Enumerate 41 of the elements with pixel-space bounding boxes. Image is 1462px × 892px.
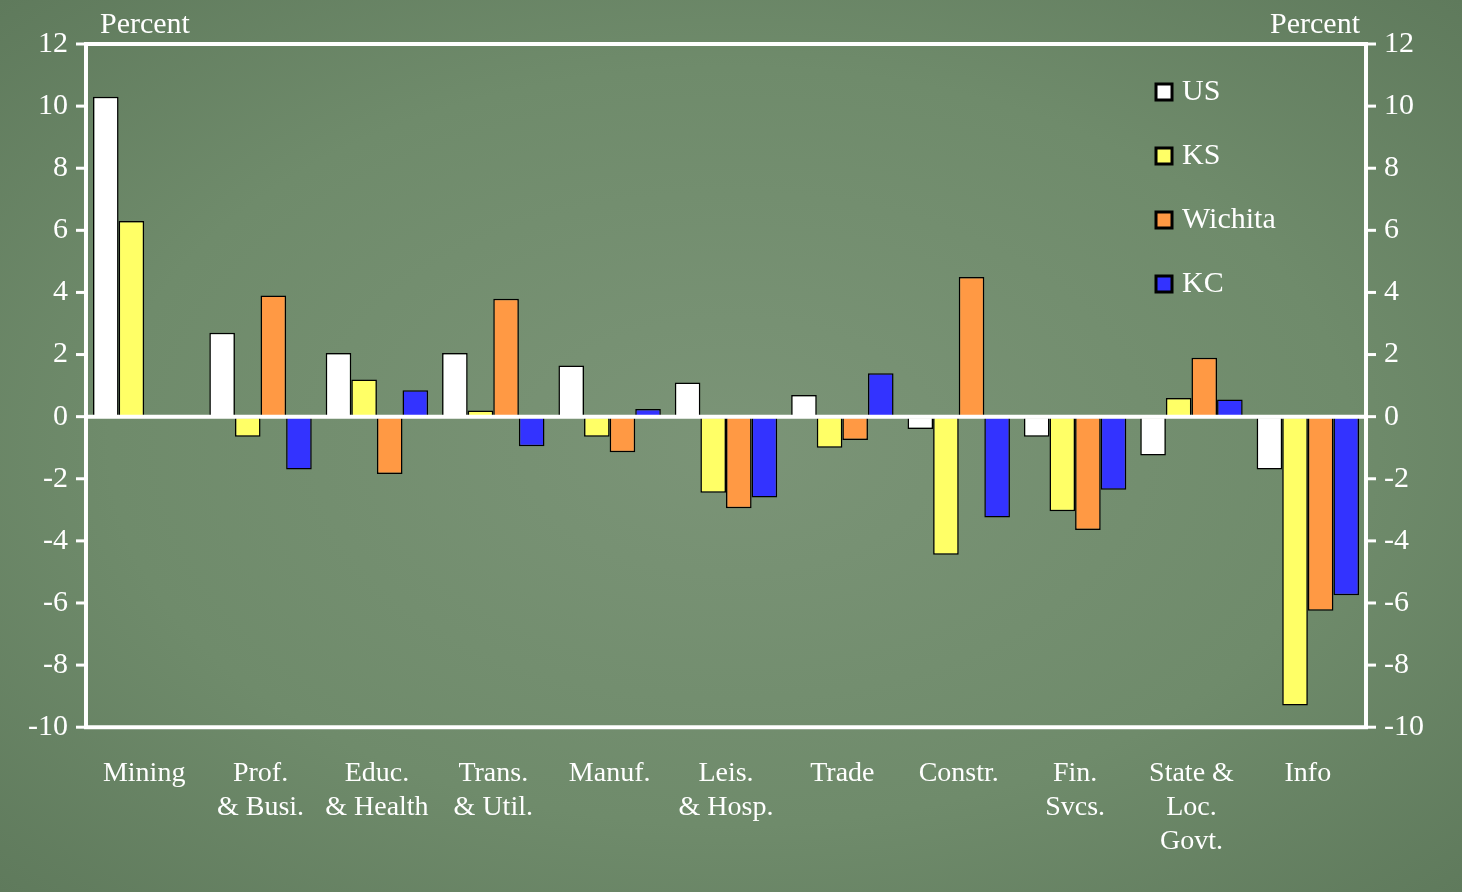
y2-tick-label: 8	[1384, 149, 1400, 183]
y-tick-label: -4	[42, 521, 68, 555]
y-tick-label: 4	[52, 273, 68, 307]
y2-tick-label: 10	[1384, 86, 1415, 120]
y-tick-label: -2	[42, 459, 68, 493]
x-tick-label: Leis. & Hosp.	[678, 756, 774, 821]
x-tick-label: Manuf.	[568, 756, 651, 788]
y2-tick-label: 6	[1384, 211, 1400, 245]
y2-tick-label: -6	[1384, 583, 1410, 617]
y-tick-label: 10	[37, 86, 68, 120]
y-tick-label: -6	[42, 583, 68, 617]
x-tick-label: Fin. Svcs.	[1045, 756, 1106, 821]
y-tick-label: 6	[52, 211, 68, 245]
y2-tick-label: 0	[1384, 397, 1400, 431]
y-tick-label: -8	[42, 645, 68, 679]
x-tick-label: Trans. & Util.	[453, 756, 533, 821]
y-tick-label: 8	[52, 149, 68, 183]
y2-axis-title: Percent	[1270, 5, 1361, 39]
legend-label: KC	[1182, 264, 1224, 298]
x-tick-label: State & Loc. Govt.	[1149, 756, 1235, 855]
legend-label: KS	[1182, 136, 1221, 170]
y2-tick-label: 12	[1384, 24, 1415, 58]
y2-tick-label: -8	[1384, 645, 1410, 679]
legend-label: US	[1182, 72, 1221, 106]
x-tick-label: Educ. & Health	[325, 756, 429, 821]
y2-tick-label: 2	[1384, 335, 1400, 369]
y-axis-title: Percent	[99, 5, 191, 39]
x-tick-label: Prof. & Busi.	[216, 756, 305, 821]
x-tick-label: Constr.	[918, 756, 999, 788]
x-tick-label: Info	[1284, 756, 1332, 788]
y2-tick-label: 4	[1384, 273, 1400, 307]
y-tick-label: 2	[52, 335, 68, 369]
x-tick-label: Mining	[102, 756, 186, 788]
y-tick-label: 12	[37, 24, 68, 58]
y-tick-label: -10	[27, 708, 68, 742]
y2-tick-label: -4	[1384, 521, 1410, 555]
y-tick-label: 0	[52, 397, 68, 431]
y2-tick-label: -10	[1384, 708, 1425, 742]
legend-label: Wichita	[1182, 200, 1276, 234]
y2-tick-label: -2	[1384, 459, 1410, 493]
x-tick-label: Trade	[810, 756, 875, 788]
